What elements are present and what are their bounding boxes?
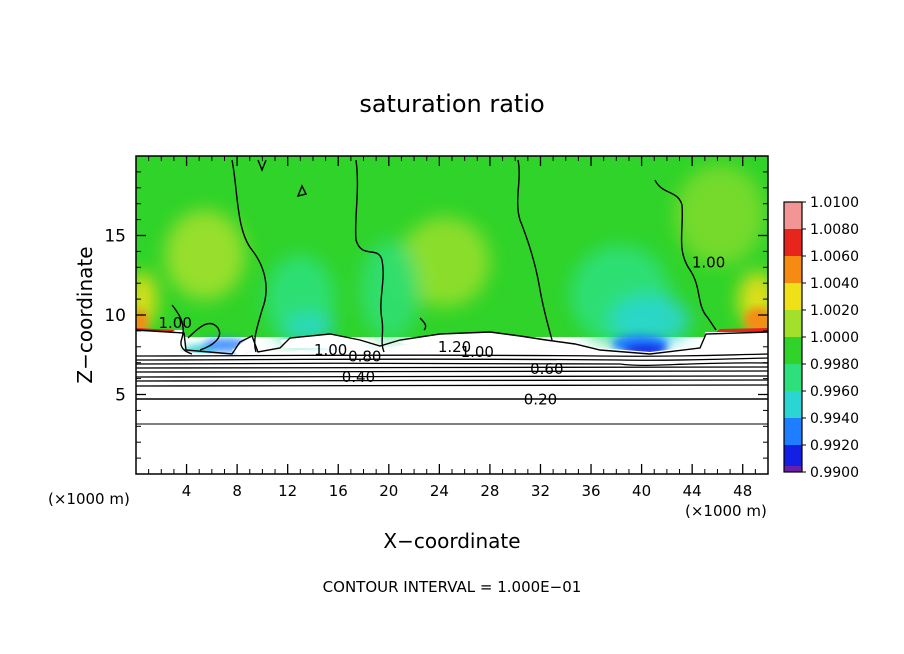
- colorbar-label: 1.0080: [810, 222, 859, 238]
- contour-label: 1.00: [692, 254, 725, 272]
- field-patch: [360, 240, 420, 340]
- contour-line: [136, 366, 768, 369]
- contour-line: [419, 317, 427, 331]
- y-tick-label: 10: [104, 306, 126, 326]
- x-axis-units: (×1000 m): [685, 502, 767, 520]
- colorbar-label: 1.0100: [810, 195, 859, 211]
- heatmap-field: [136, 156, 768, 474]
- contour-line: [257, 159, 267, 172]
- contour-line: [136, 375, 768, 378]
- colorbar-label: 0.9940: [810, 411, 859, 427]
- colorbar-label: 1.0060: [810, 249, 859, 265]
- contour-line: [136, 357, 768, 361]
- contour-labels: 1.001.001.00 0.801.201.000.600.400.20: [158, 254, 725, 409]
- colorbar-swatch: [784, 202, 802, 230]
- x-axis-label: X−coordinate: [383, 529, 520, 553]
- contour-lines-lower: [136, 353, 768, 425]
- lower-band: [232, 336, 258, 356]
- contour-line: [187, 322, 221, 351]
- colorbar-label: 1.0000: [810, 330, 859, 346]
- field-patch: [675, 165, 765, 265]
- contour-label: 0.80: [348, 348, 381, 366]
- contour-line: [654, 179, 717, 331]
- y-axis-units: (×1000 m): [48, 490, 130, 508]
- edge-strip: [716, 328, 768, 332]
- y-tick-label: 15: [104, 227, 126, 247]
- field-patch: [744, 308, 768, 332]
- x-tick-label: 28: [480, 482, 499, 500]
- x-tick-label: 16: [329, 482, 348, 500]
- contour-line: [354, 159, 385, 353]
- contour-label: 1.00: [314, 341, 347, 359]
- chart-title: saturation ratio: [359, 90, 544, 118]
- contour-label: 0.20: [524, 390, 557, 408]
- contour-line: [136, 423, 768, 425]
- contour-label: 0.60: [530, 360, 563, 378]
- colorbar-swatch: [784, 418, 802, 446]
- colorbar-swatch: [784, 391, 802, 419]
- x-tick-label: 48: [733, 482, 752, 500]
- contour-line: [136, 329, 768, 355]
- x-tick-label: 36: [581, 482, 600, 500]
- contour-line: [136, 370, 768, 373]
- colorbar: 1.0100 1.0080 1.0060 1.0040 1.0020 1.0000 0.99…: [783, 195, 859, 481]
- colorbar-swatch: [784, 310, 802, 338]
- lower-band: [545, 344, 600, 354]
- x-tick-label: 4: [182, 482, 192, 500]
- lower-band: [400, 332, 540, 352]
- field-patch: [165, 210, 245, 300]
- contour-label: 1.00: [158, 314, 191, 332]
- contour-line: [231, 159, 267, 353]
- x-tick-label: 24: [430, 482, 449, 500]
- colorbar-swatch: [784, 337, 802, 365]
- colorbar-swatch: [784, 283, 802, 311]
- y-axis: 5 10 15: [104, 171, 768, 459]
- contour-line: [171, 304, 193, 355]
- contour-lines-upper: [171, 159, 717, 355]
- y-tick-label: 5: [115, 386, 126, 406]
- lower-band: [136, 330, 184, 350]
- colorbar-swatch: [784, 256, 802, 284]
- field-patch: [610, 295, 690, 345]
- plot-area: 1.001.001.00 0.801.201.000.600.400.20: [136, 156, 768, 474]
- colorbar-swatch: [784, 466, 802, 472]
- contour-line: [136, 384, 768, 387]
- colorbar-swatch: [784, 445, 802, 473]
- lower-band: [705, 332, 768, 350]
- colorbar-label: 1.0020: [810, 303, 859, 319]
- field-patch: [136, 310, 148, 334]
- x-tick-label: 44: [683, 482, 702, 500]
- contour-label: 1.20: [438, 338, 471, 356]
- contour-label: 1.00: [461, 343, 494, 361]
- colorbar-label: 1.0040: [810, 276, 859, 292]
- contour-interval-note: CONTOUR INTERVAL = 1.000E−01: [323, 578, 582, 596]
- colorbar-swatch: [784, 229, 802, 257]
- colorbar-label: 0.9920: [810, 438, 859, 454]
- x-tick-label: 40: [632, 482, 651, 500]
- contour-line: [136, 397, 768, 401]
- y-axis-label: Z−coordinate: [73, 246, 97, 383]
- field-patch: [400, 217, 490, 307]
- contour-line: [136, 353, 768, 357]
- x-tick-label: 20: [379, 482, 398, 500]
- x-tick-label: 32: [531, 482, 550, 500]
- lower-band: [280, 334, 360, 348]
- colorbar-label: 0.9980: [810, 357, 859, 373]
- x-tick-label: 12: [278, 482, 297, 500]
- contour-label: 0.40: [342, 368, 375, 386]
- contour-line: [136, 379, 768, 382]
- contour-line: [136, 362, 768, 367]
- colorbar-label: 0.9900: [810, 465, 859, 481]
- colorbar-swatch: [784, 364, 802, 392]
- x-tick-label: 8: [232, 482, 242, 500]
- x-axis: 4 8 12 16 20 24 28 32 36 40 44 48: [148, 156, 756, 500]
- lower-band: [136, 338, 768, 474]
- colorbar-label: 0.9960: [810, 384, 859, 400]
- contour-line: [296, 184, 308, 198]
- contour-line: [517, 159, 553, 341]
